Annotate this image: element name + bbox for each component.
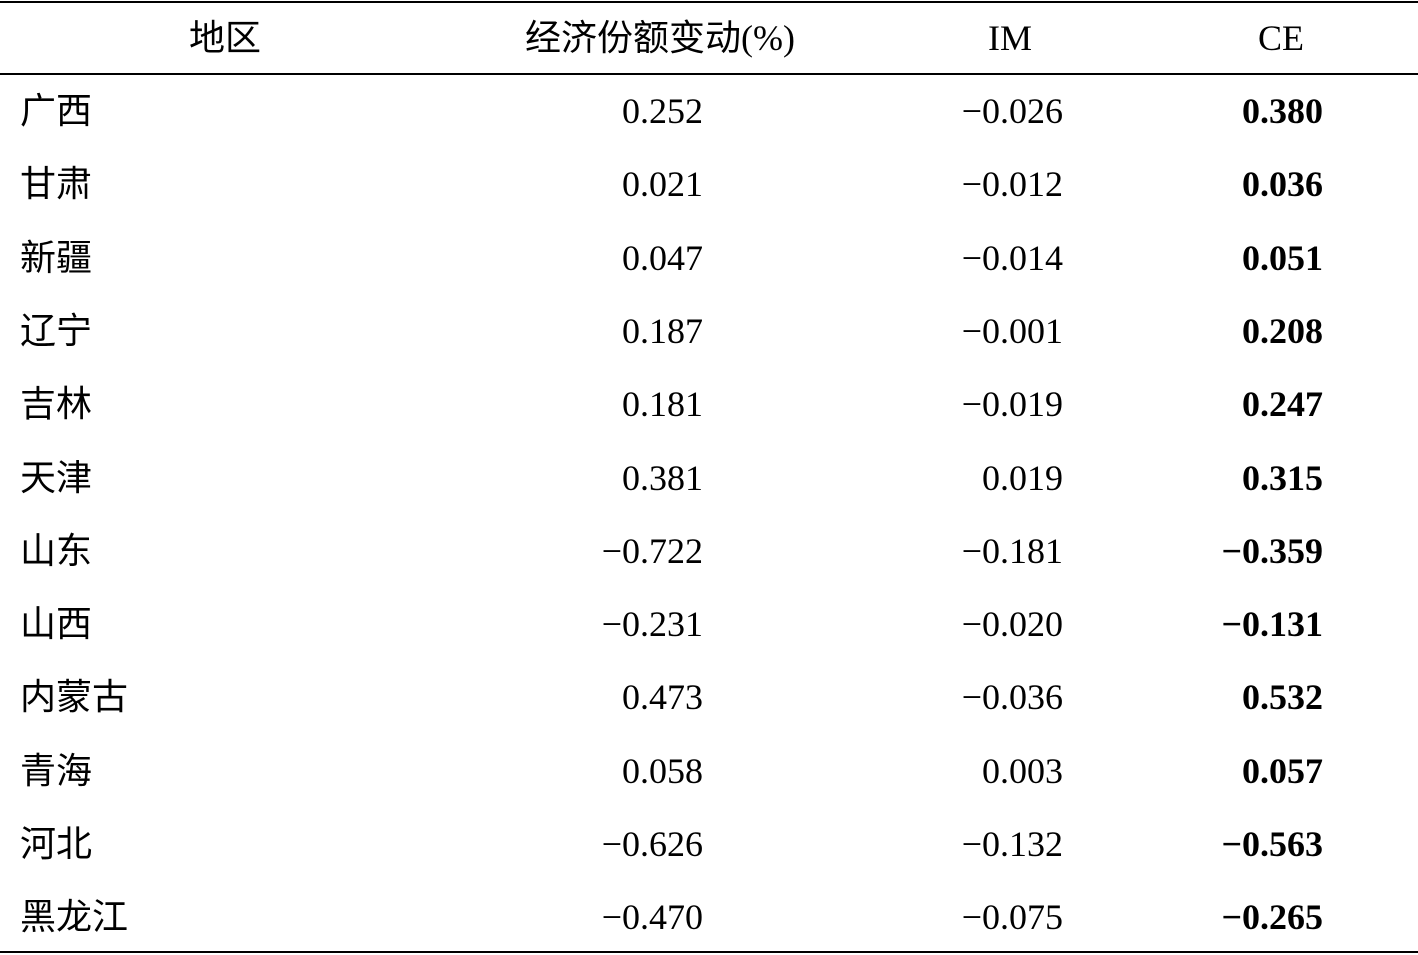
ce-value: 0.057: [1242, 750, 1323, 791]
ce-value: 0.208: [1242, 310, 1323, 351]
bottom-rule: [0, 951, 1418, 953]
region-name: 吉林: [20, 384, 93, 425]
value-cell: −0.026: [961, 91, 1063, 131]
value-cell: 0.047: [622, 237, 703, 278]
value-cell: −0.470: [601, 897, 703, 938]
value-cell: 0.181: [622, 384, 703, 425]
value-cell: 0.019: [982, 457, 1063, 498]
region-name: 黑龙江: [20, 897, 129, 938]
top-rule: [0, 1, 1418, 3]
value-cell: 0.381: [622, 457, 703, 498]
ce-value: 0.315: [1242, 457, 1323, 498]
ce-value: 0.247: [1242, 384, 1323, 425]
ce-value: −0.359: [1221, 530, 1323, 571]
value-cell: −0.626: [601, 824, 703, 864]
region-name: 山西: [20, 604, 93, 645]
region-name: 广西: [20, 91, 93, 131]
value-cell: 0.473: [622, 677, 703, 718]
value-cell: 0.252: [622, 91, 703, 131]
region-name: 青海: [20, 750, 93, 791]
column-header: CE: [1257, 18, 1304, 58]
value-cell: 0.058: [622, 750, 703, 791]
value-cell: 0.003: [982, 750, 1063, 791]
ce-value: −0.265: [1221, 897, 1323, 938]
value-cell: −0.132: [961, 824, 1063, 864]
ce-value: 0.051: [1242, 237, 1323, 278]
value-cell: −0.014: [961, 237, 1063, 278]
value-cell: −0.231: [601, 604, 703, 645]
value-cell: −0.036: [961, 677, 1063, 718]
region-name: 山东: [20, 530, 93, 571]
column-header: 经济份额变动(%): [525, 18, 795, 58]
region-name: 天津: [20, 457, 93, 498]
value-cell: −0.075: [961, 897, 1063, 938]
value-cell: −0.012: [961, 164, 1063, 205]
ce-value: 0.036: [1242, 164, 1323, 205]
ce-value: −0.131: [1221, 604, 1323, 645]
column-header: 地区: [188, 18, 261, 58]
ce-value: 0.532: [1242, 677, 1323, 718]
ce-value: 0.380: [1242, 91, 1323, 131]
value-cell: −0.722: [601, 530, 703, 571]
value-cell: 0.187: [622, 310, 703, 351]
ce-value: −0.563: [1221, 824, 1323, 864]
region-name: 内蒙古: [20, 677, 129, 718]
region-name: 河北: [20, 824, 93, 864]
column-header: IM: [988, 18, 1032, 58]
value-cell: −0.020: [961, 604, 1063, 645]
value-cell: −0.019: [961, 384, 1063, 425]
region-name: 新疆: [20, 237, 93, 278]
value-cell: −0.181: [961, 530, 1063, 571]
header-rule: [0, 73, 1418, 75]
value-cell: 0.021: [622, 164, 703, 205]
region-name: 辽宁: [20, 310, 93, 351]
region-name: 甘肃: [20, 164, 93, 205]
value-cell: −0.001: [961, 310, 1063, 351]
